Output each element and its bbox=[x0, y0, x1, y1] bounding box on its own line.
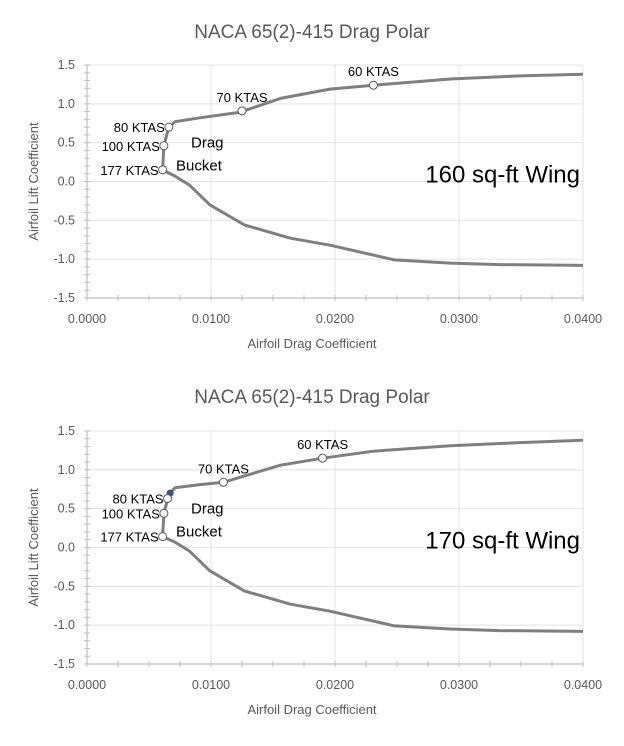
marker-label: 100 KTAS bbox=[102, 506, 161, 521]
y-tick-label: 1.0 bbox=[58, 463, 75, 477]
y-tick-label: 1.5 bbox=[58, 424, 75, 438]
drag-bucket-label: Bucket bbox=[176, 157, 223, 174]
marker-label: 100 KTAS bbox=[102, 139, 161, 154]
drag-polar-line bbox=[161, 72, 584, 267]
drag-bucket-label: Bucket bbox=[176, 523, 223, 540]
speed-marker bbox=[163, 494, 173, 504]
y-tick-label: 1.0 bbox=[58, 97, 75, 111]
x-tick-label: 0.0000 bbox=[68, 312, 106, 326]
chart-title: NACA 65(2)-415 Drag Polar bbox=[194, 22, 430, 43]
speed-marker bbox=[159, 141, 169, 151]
marker-label: 177 KTAS bbox=[100, 163, 159, 178]
x-tick-label: 0.0000 bbox=[68, 678, 106, 692]
chart-1: NACA 65(2)-415 Drag Polar -1.5 -1.0 -0.5 0.0… bbox=[26, 22, 602, 351]
y-tick-label: -1.0 bbox=[53, 252, 75, 266]
marker-label: 60 KTAS bbox=[348, 64, 399, 79]
x-tick-label: 0.0200 bbox=[316, 678, 354, 692]
y-tick-label: 0.0 bbox=[58, 541, 75, 555]
y-tick-label: -1.0 bbox=[53, 618, 75, 632]
chart-title: NACA 65(2)-415 Drag Polar bbox=[194, 387, 430, 408]
y-tick-label: 0.0 bbox=[58, 175, 75, 189]
marker-label: 177 KTAS bbox=[100, 530, 159, 545]
drag-polar-line bbox=[161, 438, 584, 633]
y-axis-label: Airfoil Lift Coefficient bbox=[26, 122, 41, 241]
x-tick-label: 0.0100 bbox=[192, 678, 230, 692]
y-tick-label: -0.5 bbox=[53, 213, 75, 227]
chart-2: NACA 65(2)-415 Drag Polar -1.5 -1.0 -0.5 0.0… bbox=[26, 387, 602, 717]
marker-label: 80 KTAS bbox=[113, 492, 164, 507]
y-tick-label: 1.5 bbox=[58, 58, 75, 72]
x-tick-label: 0.0300 bbox=[440, 678, 478, 692]
y-axis-label: Airfoil Lift Coefficient bbox=[26, 488, 41, 607]
x-tick-label: 0.0100 bbox=[192, 312, 230, 326]
speed-marker bbox=[164, 122, 174, 132]
speed-marker bbox=[158, 532, 168, 542]
drag-bucket-label: Drag bbox=[191, 501, 224, 518]
x-axis-label: Airfoil Drag Coefficient bbox=[247, 336, 376, 351]
wing-size-label: 160 sq-ft Wing bbox=[425, 162, 580, 189]
speed-marker bbox=[237, 106, 247, 116]
marker-label: 70 KTAS bbox=[198, 461, 249, 476]
speed-marker bbox=[159, 508, 169, 518]
marker-label: 70 KTAS bbox=[216, 90, 267, 105]
marker-label: 60 KTAS bbox=[297, 437, 348, 452]
speed-marker bbox=[368, 80, 378, 90]
y-tick-label: 0.5 bbox=[58, 136, 75, 150]
y-tick-label: 0.5 bbox=[58, 502, 75, 516]
wing-size-label: 170 sq-ft Wing bbox=[425, 528, 580, 555]
y-tick-label: -0.5 bbox=[53, 579, 75, 593]
drag-bucket-label: Drag bbox=[191, 135, 224, 152]
x-tick-label: 0.0400 bbox=[564, 312, 602, 326]
speed-marker bbox=[318, 453, 328, 463]
x-tick-label: 0.0300 bbox=[440, 312, 478, 326]
marker-label: 80 KTAS bbox=[114, 120, 165, 135]
y-tick-label: -1.5 bbox=[53, 291, 75, 305]
speed-marker bbox=[158, 165, 168, 175]
speed-marker bbox=[218, 477, 228, 487]
x-tick-label: 0.0200 bbox=[316, 312, 354, 326]
x-tick-label: 0.0400 bbox=[564, 678, 602, 692]
x-axis-label: Airfoil Drag Coefficient bbox=[247, 702, 376, 717]
y-tick-label: -1.5 bbox=[53, 657, 75, 671]
